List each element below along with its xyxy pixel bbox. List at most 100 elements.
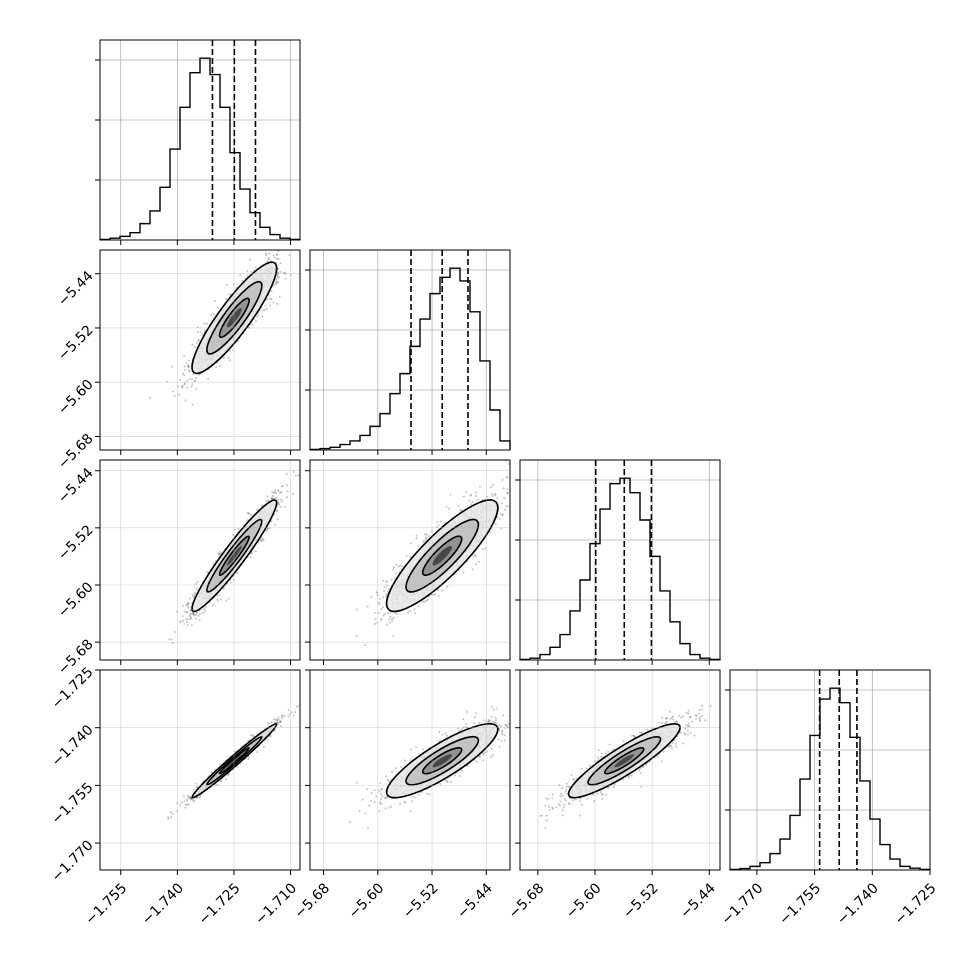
sample-point — [190, 798, 193, 801]
sample-point — [186, 799, 189, 802]
sample-point — [187, 364, 190, 367]
sample-point — [277, 281, 280, 284]
sample-point — [277, 722, 280, 725]
sample-point — [212, 313, 215, 316]
sample-point — [187, 606, 190, 609]
sample-point — [275, 278, 278, 281]
sample-point — [239, 274, 242, 277]
sample-point — [513, 491, 515, 493]
sample-point — [551, 469, 553, 471]
sample-point — [288, 713, 291, 716]
sample-point — [188, 370, 191, 373]
sample-point — [277, 502, 280, 505]
sample-point — [192, 613, 195, 616]
sample-point — [266, 307, 269, 310]
sample-point — [167, 816, 170, 819]
sample-point — [212, 562, 215, 565]
sample-point — [278, 503, 281, 506]
sample-point — [189, 797, 192, 800]
sample-point — [187, 618, 190, 621]
sample-point — [283, 505, 286, 508]
sample-point — [268, 252, 271, 255]
sample-point — [276, 282, 279, 285]
sample-point — [276, 257, 279, 260]
sample-point — [445, 505, 448, 508]
sample-point — [274, 523, 277, 526]
sample-point — [432, 593, 435, 596]
sample-point — [370, 595, 373, 598]
sample-point — [293, 246, 295, 248]
sample-point — [285, 473, 288, 476]
sample-point — [468, 499, 471, 502]
sample-point — [275, 496, 278, 499]
sample-point — [183, 365, 186, 368]
sample-point — [418, 605, 421, 608]
sample-point — [229, 581, 232, 584]
sample-point — [280, 498, 283, 501]
sample-point — [506, 505, 509, 508]
sample-point — [183, 382, 186, 385]
sample-point — [434, 593, 437, 596]
sample-point — [280, 491, 283, 494]
sample-point — [382, 579, 385, 582]
sample-point — [271, 497, 274, 500]
sample-point — [507, 462, 510, 465]
sample-point — [192, 595, 195, 598]
sample-point — [195, 782, 198, 785]
sample-point — [183, 374, 186, 377]
sample-point — [284, 277, 287, 280]
sample-point — [220, 779, 223, 782]
scatter-panel-1-0 — [99, 225, 301, 451]
sample-point — [228, 293, 231, 296]
histogram-steps — [729, 687, 931, 871]
sample-point — [188, 359, 191, 362]
sample-point — [250, 270, 253, 273]
sample-point — [297, 474, 300, 477]
sample-point — [276, 720, 279, 723]
sample-point — [246, 518, 249, 521]
sample-point — [481, 498, 484, 501]
sample-point — [168, 638, 171, 641]
sample-point — [415, 534, 418, 537]
sample-point — [196, 580, 199, 583]
sample-point — [203, 322, 206, 325]
sample-point — [181, 615, 184, 618]
sample-point — [399, 564, 402, 567]
density-contour — [226, 545, 242, 566]
sample-point — [425, 599, 428, 602]
sample-point — [481, 548, 484, 551]
sample-point — [394, 612, 397, 615]
sample-point — [425, 536, 428, 539]
histogram-steps — [519, 477, 721, 661]
sample-point — [225, 778, 228, 781]
sample-point — [504, 508, 507, 511]
panel-frame — [99, 39, 301, 241]
sample-point — [291, 492, 294, 495]
sample-point — [259, 538, 262, 541]
sample-point — [217, 307, 220, 310]
sample-point — [280, 225, 282, 227]
sample-point — [266, 527, 269, 530]
sample-point — [191, 403, 194, 406]
sample-point — [498, 517, 501, 520]
sample-point — [265, 254, 268, 257]
sample-point — [247, 512, 250, 515]
sample-point — [185, 621, 188, 624]
sample-point — [207, 378, 210, 381]
sample-point — [189, 615, 192, 618]
sample-point — [268, 527, 271, 530]
sample-point — [194, 617, 197, 620]
sample-point — [195, 387, 198, 390]
sample-point — [407, 611, 410, 614]
sample-point — [286, 490, 289, 493]
sample-point — [392, 635, 395, 638]
sample-point — [266, 495, 269, 498]
sample-point — [271, 494, 274, 497]
sample-point — [189, 609, 192, 612]
sample-point — [214, 299, 217, 302]
sample-point — [266, 739, 269, 742]
sample-point — [227, 597, 230, 600]
sample-point — [470, 493, 473, 496]
sample-point — [439, 520, 442, 523]
